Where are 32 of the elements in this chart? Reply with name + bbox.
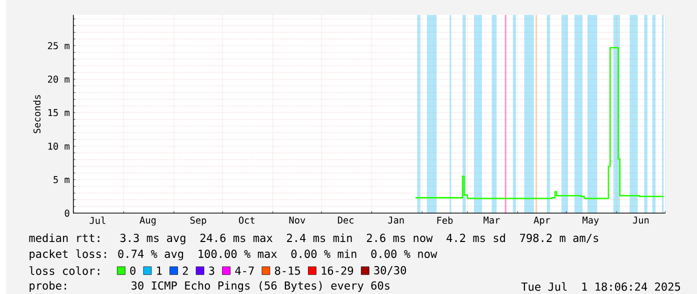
legend-label: 3 bbox=[209, 266, 214, 275]
x-tick-label: Aug bbox=[140, 216, 156, 226]
legend-title: loss color: bbox=[30, 266, 100, 275]
x-tick-label: Jul bbox=[90, 216, 106, 224]
legend-label: 4-7 bbox=[235, 266, 254, 274]
y-tick-label: 0 bbox=[64, 209, 70, 216]
y-axis-title: Seconds bbox=[33, 94, 41, 133]
x-tick-label: Nov bbox=[289, 216, 306, 224]
x-tick-label: Sep bbox=[190, 216, 206, 226]
y-tick-label: 10 m bbox=[48, 142, 70, 150]
legend-label: 0 bbox=[130, 266, 136, 275]
y-tick-label: 25 m bbox=[48, 42, 70, 50]
y-tick-label: 15 m bbox=[48, 108, 70, 116]
legend-label: 8-15 bbox=[274, 266, 300, 275]
y-tick-label: 5 m bbox=[54, 176, 70, 183]
legend-label: 30/30 bbox=[374, 266, 406, 276]
legend-label: 16-29 bbox=[322, 266, 354, 275]
legend-label: 1 bbox=[157, 266, 162, 274]
x-tick-label: Dec bbox=[338, 216, 354, 224]
text: median rtt: 3.3 ms avg 24.6 ms max 2.4 ms min 2.6 ms now 4.2 ms sd 798.2 m am/s bbox=[29, 233, 598, 244]
text: packet loss: 0.74 % avg 100.00 % max 0.00 % min 0.00 % now bbox=[30, 249, 438, 260]
y-tick-label: 20 m bbox=[48, 75, 70, 83]
x-tick-label: Apr bbox=[534, 216, 550, 226]
x-tick-label: May bbox=[582, 216, 599, 226]
x-tick-label: Feb bbox=[437, 216, 453, 224]
x-tick-label: Oct bbox=[238, 216, 254, 224]
x-tick-label: Mar bbox=[484, 216, 500, 224]
text: probe: 30 ICMP Echo Pings (56 Bytes) every 60s bbox=[30, 280, 390, 292]
x-tick-label: Jun bbox=[632, 216, 649, 224]
legend-label: 2 bbox=[182, 266, 188, 275]
x-tick-label: Jan bbox=[388, 216, 404, 224]
text: Tue Jul 1 18:06:24 2025 bbox=[521, 282, 680, 291]
